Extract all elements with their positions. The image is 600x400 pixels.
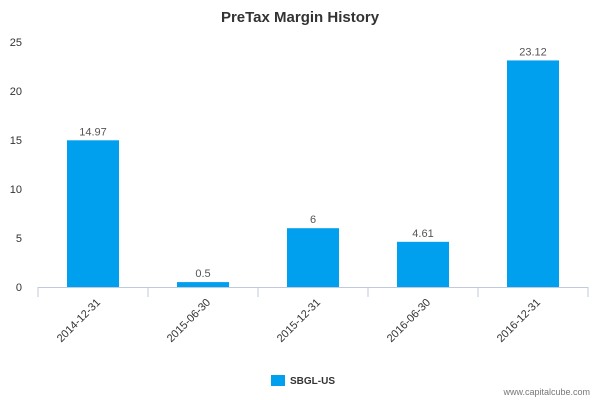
bar[interactable] xyxy=(177,282,229,287)
bar[interactable] xyxy=(507,60,559,288)
y-tick-label: 15 xyxy=(10,135,22,147)
data-label: 23.12 xyxy=(519,46,547,58)
bar-series xyxy=(67,60,559,288)
bar[interactable] xyxy=(397,241,449,287)
y-tick-label: 5 xyxy=(16,233,22,245)
x-tick-label: 2015-12-31 xyxy=(275,297,323,345)
chart-title: PreTax Margin History xyxy=(221,9,380,26)
legend-label: SBGL-US xyxy=(290,376,335,387)
legend[interactable]: SBGL-US xyxy=(271,375,335,387)
y-tick-label: 10 xyxy=(10,184,22,196)
x-axis-labels: 2014-12-31 2015-06-30 2015-12-31 2016-06-30… xyxy=(55,297,543,345)
data-label: 14.97 xyxy=(79,126,107,138)
bar[interactable] xyxy=(67,140,119,287)
data-label: 6 xyxy=(310,214,316,226)
data-label: 0.5 xyxy=(195,268,210,280)
x-tick-label: 2015-06-30 xyxy=(165,297,213,345)
y-tick-label: 20 xyxy=(10,86,22,98)
x-tick-label: 2016-12-31 xyxy=(495,297,543,345)
y-axis-ticks: 0 5 10 15 20 25 xyxy=(10,37,22,294)
data-label: 4.61 xyxy=(412,228,433,240)
bar[interactable] xyxy=(287,228,339,287)
x-tick-label: 2016-06-30 xyxy=(385,297,433,345)
x-axis-tick-marks xyxy=(37,287,589,297)
watermark: www.capitalcube.com xyxy=(502,387,590,397)
y-tick-label: 25 xyxy=(10,37,22,49)
y-tick-label: 0 xyxy=(16,282,22,294)
x-tick-label: 2014-12-31 xyxy=(55,297,103,345)
data-labels: 14.97 0.5 6 4.61 23.12 xyxy=(79,46,547,280)
legend-swatch xyxy=(271,375,285,386)
